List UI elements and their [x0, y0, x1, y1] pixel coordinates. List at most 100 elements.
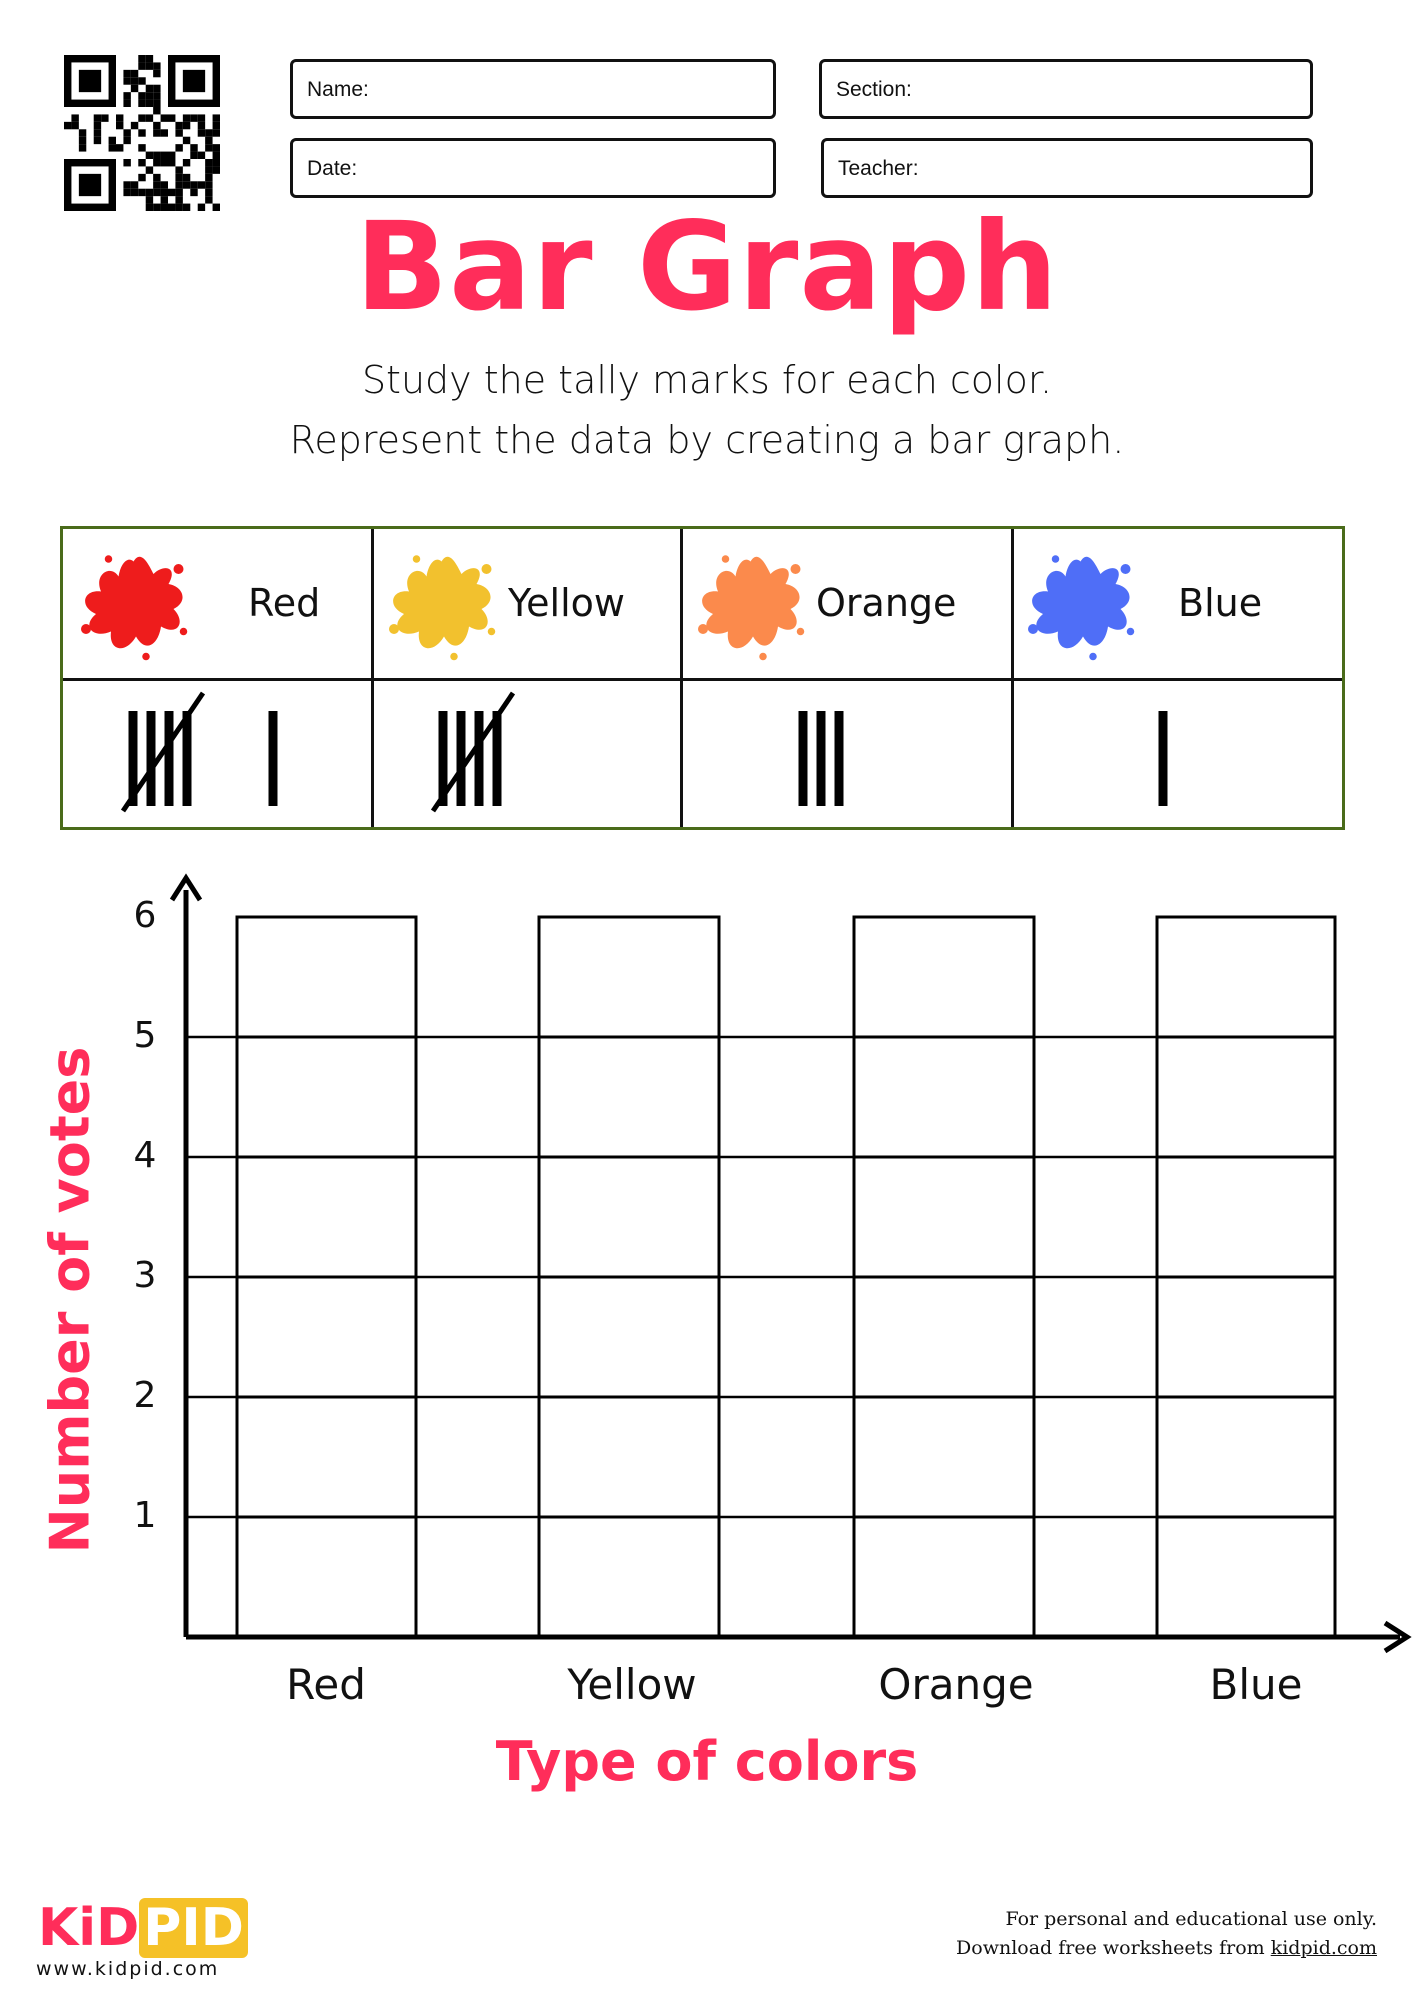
name-label: Name:	[307, 78, 369, 101]
name-field[interactable]: Name:	[290, 59, 776, 119]
qr-module	[138, 114, 146, 122]
qr-module	[138, 99, 146, 107]
qr-module	[153, 62, 161, 70]
qr-module	[175, 166, 183, 174]
qr-module	[145, 62, 154, 70]
qr-module	[160, 196, 168, 204]
qr-module	[153, 69, 161, 78]
qr-module	[212, 166, 220, 174]
red-paint-splat-icon	[81, 555, 188, 661]
qr-module	[78, 173, 102, 197]
qr-module	[205, 196, 213, 204]
qr-module	[145, 84, 154, 93]
qr-module	[138, 173, 146, 182]
qr-module	[205, 144, 213, 152]
instruction-line-1: Study the tally marks for each color.	[361, 358, 1053, 402]
y-tick-label: 4	[133, 1135, 157, 1176]
qr-module	[153, 151, 161, 159]
qr-module	[197, 129, 206, 137]
section-field[interactable]: Section:	[819, 59, 1313, 119]
qr-module	[138, 159, 146, 167]
qr-module	[197, 203, 206, 211]
qr-module	[160, 129, 168, 137]
download-note: Download free worksheets from kidpid.com	[956, 1937, 1377, 1959]
y-tick-label: 3	[133, 1255, 157, 1296]
qr-module	[145, 92, 154, 100]
qr-module	[175, 196, 183, 204]
qr-module	[153, 159, 161, 167]
qr-module	[93, 114, 102, 122]
color-label-blue: Blue	[1178, 581, 1263, 625]
qr-module	[175, 188, 183, 197]
qr-module	[123, 129, 131, 137]
qr-module	[153, 99, 161, 107]
qr-module	[205, 136, 213, 145]
qr-module	[123, 159, 131, 167]
qr-module	[145, 203, 154, 211]
page-title: Bar Graph	[355, 196, 1059, 338]
qr-module	[145, 196, 154, 204]
y-tick-label: 2	[133, 1375, 157, 1416]
x-tick-label: Orange	[878, 1660, 1034, 1709]
qr-module	[130, 121, 139, 130]
qr-module	[145, 114, 154, 122]
qr-module	[175, 173, 183, 182]
qr-module	[182, 136, 191, 145]
qr-module	[190, 188, 198, 197]
kidpid-logo: KiDPID	[38, 1898, 248, 1958]
qr-module	[212, 144, 220, 152]
qr-module	[116, 121, 124, 130]
qr-module	[197, 121, 206, 130]
tally-table: Red Yellow Orange Blue	[60, 526, 1345, 830]
qr-module	[64, 121, 72, 130]
tally-mark	[430, 691, 516, 813]
qr-module	[116, 144, 124, 152]
teacher-label: Teacher:	[838, 157, 919, 180]
qr-module	[153, 203, 161, 211]
qr-module	[145, 99, 154, 107]
bar-graph-grid	[169, 873, 1412, 1654]
tally-mark	[120, 691, 206, 813]
qr-module	[212, 151, 220, 159]
x-axis-title: Type of colors	[495, 1730, 919, 1793]
teacher-field[interactable]: Teacher:	[821, 138, 1313, 198]
qr-module	[160, 114, 168, 122]
qr-module	[160, 188, 168, 197]
qr-module	[175, 181, 183, 189]
qr-module	[78, 129, 87, 137]
qr-module	[153, 107, 161, 115]
qr-module	[182, 203, 191, 211]
qr-module	[130, 84, 139, 93]
usage-note: For personal and educational use only.	[1005, 1908, 1377, 1930]
qr-module	[108, 144, 116, 152]
kidpid-link[interactable]: kidpid.com	[1270, 1937, 1377, 1959]
qr-module	[175, 129, 183, 137]
qr-module	[205, 166, 213, 174]
qr-module	[212, 129, 220, 137]
table-divider	[680, 529, 683, 827]
qr-module	[182, 69, 206, 93]
qr-module	[108, 136, 116, 145]
qr-module	[205, 129, 213, 137]
orange-paint-splat-icon	[698, 555, 805, 661]
x-tick-label: Yellow	[567, 1660, 697, 1709]
qr-module	[205, 159, 213, 167]
date-field[interactable]: Date:	[290, 138, 776, 198]
yellow-paint-splat-icon	[389, 555, 496, 661]
x-tick-label: Red	[286, 1660, 366, 1709]
qr-module	[93, 121, 102, 130]
qr-module	[205, 181, 213, 189]
qr-module	[138, 92, 146, 100]
table-divider	[63, 678, 1342, 681]
qr-code	[64, 55, 220, 211]
qr-module	[153, 129, 161, 137]
qr-module	[168, 203, 176, 211]
qr-module	[205, 188, 213, 197]
qr-module	[145, 166, 154, 174]
qr-module	[145, 55, 154, 63]
qr-module	[130, 77, 139, 85]
y-axis-title: Number of votes	[38, 1046, 102, 1554]
section-label: Section:	[836, 78, 912, 101]
instruction-line-2: Represent the data by creating a bar gra…	[289, 418, 1125, 462]
qr-module	[138, 129, 146, 137]
